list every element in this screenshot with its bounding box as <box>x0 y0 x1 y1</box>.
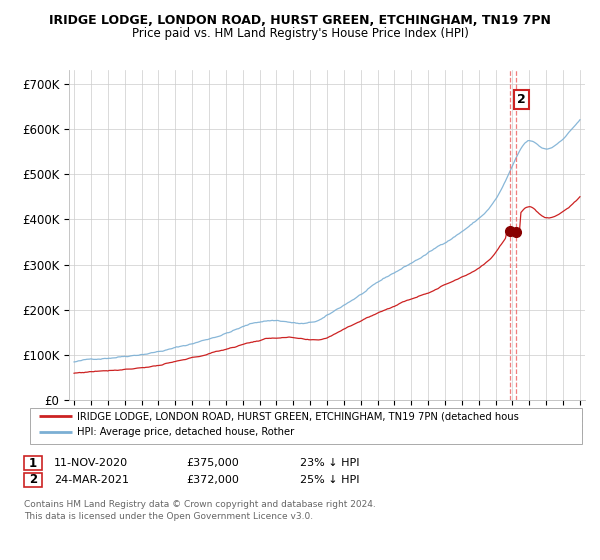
Text: Contains HM Land Registry data © Crown copyright and database right 2024.: Contains HM Land Registry data © Crown c… <box>24 500 376 508</box>
Text: 2: 2 <box>29 473 37 487</box>
Text: 24-MAR-2021: 24-MAR-2021 <box>54 475 129 485</box>
Text: IRIDGE LODGE, LONDON ROAD, HURST GREEN, ETCHINGHAM, TN19 7PN: IRIDGE LODGE, LONDON ROAD, HURST GREEN, … <box>49 14 551 27</box>
Text: Price paid vs. HM Land Registry's House Price Index (HPI): Price paid vs. HM Land Registry's House … <box>131 27 469 40</box>
Text: 25% ↓ HPI: 25% ↓ HPI <box>300 475 359 485</box>
Text: £372,000: £372,000 <box>186 475 239 485</box>
Text: 23% ↓ HPI: 23% ↓ HPI <box>300 458 359 468</box>
Text: 1: 1 <box>29 456 37 470</box>
Text: £375,000: £375,000 <box>186 458 239 468</box>
Text: HPI: Average price, detached house, Rother: HPI: Average price, detached house, Roth… <box>77 427 294 437</box>
Text: 11-NOV-2020: 11-NOV-2020 <box>54 458 128 468</box>
Text: This data is licensed under the Open Government Licence v3.0.: This data is licensed under the Open Gov… <box>24 512 313 521</box>
Text: IRIDGE LODGE, LONDON ROAD, HURST GREEN, ETCHINGHAM, TN19 7PN (detached hous: IRIDGE LODGE, LONDON ROAD, HURST GREEN, … <box>77 411 518 421</box>
Text: 2: 2 <box>517 92 526 106</box>
